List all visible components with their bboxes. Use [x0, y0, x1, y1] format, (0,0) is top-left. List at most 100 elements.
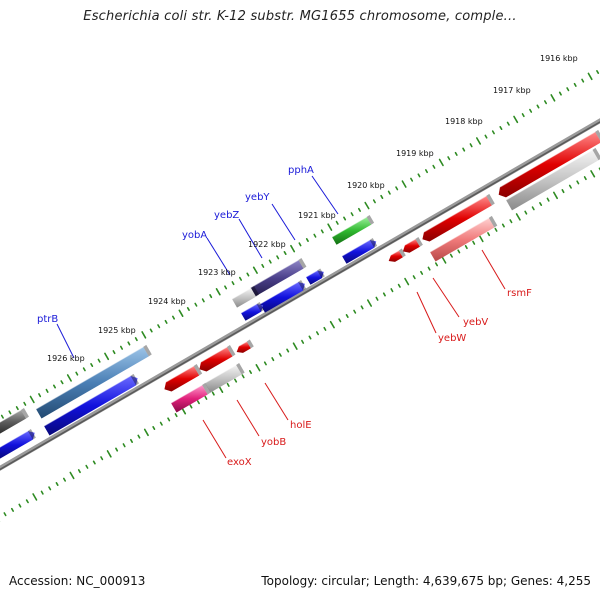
ruler-tick [54, 385, 55, 387]
accession-label: Accession: NC_000913 [9, 574, 145, 588]
ruler-tick [570, 186, 571, 188]
ruler-tick [433, 166, 434, 168]
ruler-tick [540, 203, 541, 205]
ruler-tick [242, 375, 243, 377]
ruler-tick [190, 405, 191, 407]
ruler-tick [560, 92, 561, 95]
gene-label-yobB[interactable]: yobB [261, 437, 286, 448]
ruler-tick [39, 394, 40, 397]
ruler-tick [9, 411, 10, 413]
ruler-tick [272, 358, 273, 360]
gene-label-yebW[interactable]: yebW [438, 333, 466, 344]
ruler-tick [374, 200, 375, 202]
ruler-tick [31, 397, 34, 403]
ruler-tick [470, 144, 471, 147]
ruler-tick [203, 299, 204, 302]
ruler-tick [473, 242, 474, 245]
ruler-tick [328, 224, 331, 230]
ruler-tick [562, 190, 563, 193]
ruler-tick [514, 117, 517, 123]
ruler-tick [547, 198, 548, 201]
cds-yebW[interactable] [403, 237, 423, 253]
sequence-summary: Topology: circular; Length: 4,639,675 bp… [261, 574, 591, 588]
ruler-tick [368, 300, 371, 306]
ruler-tick [168, 418, 169, 420]
ruler-tick [344, 217, 345, 219]
ruler-tick [582, 79, 583, 81]
gene-label-exoX[interactable]: exoX [227, 457, 252, 468]
ruler-tick [128, 342, 129, 345]
ruler-tick [488, 233, 489, 235]
gene-left-partial[interactable] [0, 408, 29, 434]
gene-label-rsmF[interactable]: rsmF [507, 288, 532, 299]
ruler-tick [76, 372, 77, 374]
ruler-tick [314, 235, 315, 237]
ruler-tick [161, 423, 162, 425]
gene-label-holE[interactable]: holE [290, 420, 312, 431]
ruler-tick [225, 286, 226, 288]
ruler-tick [389, 191, 390, 194]
ruler-tick [479, 236, 482, 242]
gene-label-pphA[interactable]: pphA [288, 165, 314, 176]
gene-label-yebZ[interactable]: yebZ [214, 210, 239, 221]
ruler-tick [136, 338, 137, 340]
gene-pphA[interactable] [332, 215, 374, 245]
ruler-tick [280, 354, 281, 356]
kbp-label: 1921 kbp [298, 211, 336, 220]
ruler-tick [17, 407, 18, 409]
gene-label-ptrB[interactable]: ptrB [37, 314, 58, 325]
ruler-tick [86, 466, 87, 468]
ruler-tick [533, 207, 534, 209]
ruler-tick [4, 513, 5, 515]
ruler-tick [384, 293, 385, 296]
ruler-tick [525, 211, 526, 213]
kbp-label: 1923 kbp [198, 268, 236, 277]
ruler-tick [537, 105, 538, 107]
ruler-tick [94, 461, 95, 463]
ruler-tick [213, 392, 214, 395]
ruler-tick [376, 298, 377, 301]
cds-left-partial[interactable] [0, 429, 36, 459]
gene-label-yebV[interactable]: yebV [463, 317, 488, 328]
ruler-tick [359, 209, 360, 211]
ruler-tick [173, 316, 174, 318]
ruler-tick [508, 123, 509, 125]
ruler-tick [351, 213, 352, 215]
ruler-tick [24, 403, 25, 405]
ruler-tick [228, 384, 229, 386]
kbp-label: 1917 kbp [493, 86, 531, 95]
kbp-label: 1919 kbp [396, 149, 434, 158]
ruler-tick [123, 444, 124, 447]
ruler-tick [523, 114, 524, 116]
ruler-tick [451, 255, 452, 257]
ruler-tick [284, 252, 285, 254]
ruler-tick [105, 353, 108, 359]
ruler-tick [503, 224, 504, 226]
ruler-tick [2, 416, 3, 418]
reverse-ruler-ticks [0, 168, 600, 521]
ruler-tick [113, 351, 114, 353]
ruler-tick [530, 110, 531, 112]
cds-small-c[interactable] [237, 339, 254, 352]
ruler-tick [405, 279, 408, 285]
ruler-tick [317, 332, 318, 334]
ruler-tick [442, 257, 445, 263]
ruler-tick [294, 343, 297, 349]
ruler-tick [463, 148, 464, 151]
ruler-tick [84, 368, 85, 370]
ruler-tick [322, 230, 323, 232]
ruler-tick [210, 295, 211, 298]
ruler-tick [428, 267, 429, 269]
ruler-tick [554, 192, 557, 198]
gene-label-yebY[interactable]: yebY [245, 192, 270, 203]
ruler-tick [56, 483, 57, 485]
ruler-tick [448, 157, 449, 159]
ruler-tick [421, 272, 422, 274]
gene-label-yobA[interactable]: yobA [182, 230, 207, 241]
forward-ruler-ticks [0, 67, 600, 424]
ruler-tick [588, 73, 591, 79]
ruler-tick [68, 375, 71, 381]
ruler-tick [495, 229, 496, 231]
